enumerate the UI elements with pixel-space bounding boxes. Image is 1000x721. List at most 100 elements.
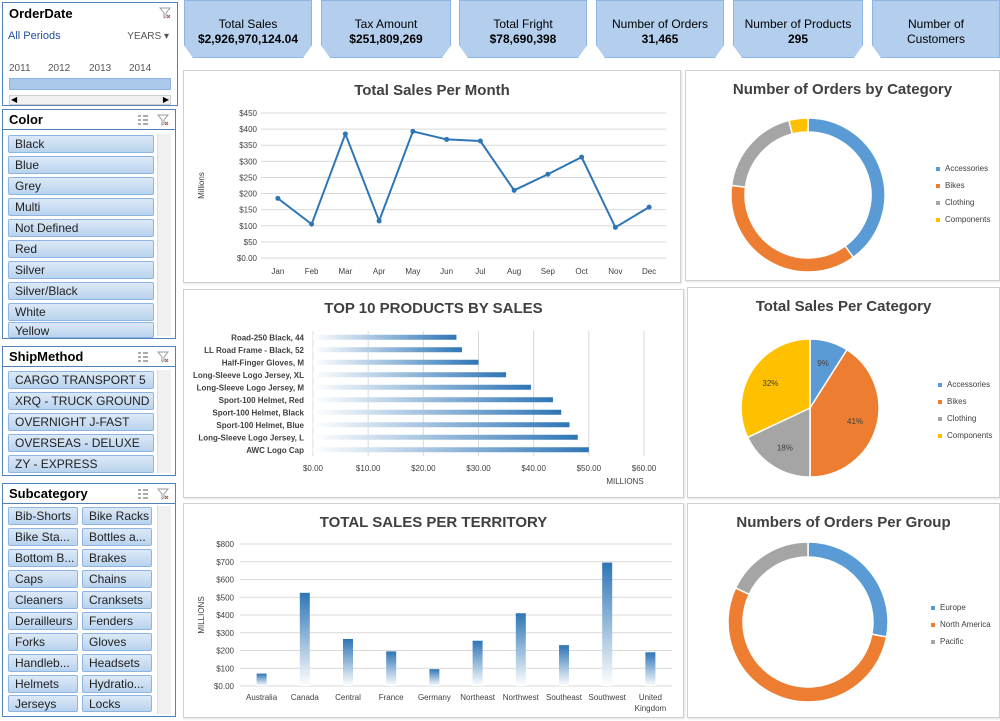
x-tick-label: Feb [305, 267, 319, 276]
subcategory-item[interactable]: Bottles a... [82, 528, 152, 546]
subcategory-item[interactable]: Bike Racks [82, 507, 152, 525]
color-item[interactable]: Blue [8, 156, 154, 174]
shipmethod-item[interactable]: CARGO TRANSPORT 5 [8, 371, 154, 389]
subcategory-item[interactable]: Headsets [82, 654, 152, 672]
time-unit-dropdown[interactable]: YEARS ▾ [127, 31, 169, 42]
multi-select-icon[interactable] [137, 114, 149, 126]
hbar-chart-svg: $0.00 $10.00 $20.00 $30.00 $40.00 $50.00 $60.0… [193, 331, 657, 486]
legend-swatch [936, 183, 940, 188]
data-label: 41% [847, 417, 863, 426]
subcategory-item[interactable]: Gloves [82, 633, 152, 651]
data-point [545, 171, 551, 177]
x-tick-label: Canada [291, 693, 320, 702]
y-tick-label: $150 [239, 206, 257, 215]
data-point [342, 131, 348, 137]
timeline-scrollbar[interactable]: ◀ ▶ [9, 95, 171, 105]
data-point [511, 187, 517, 193]
x-tick-label: Northwest [503, 693, 540, 702]
legend-entry: Bikes [938, 393, 992, 410]
shipmethod-item[interactable]: ZY - EXPRESS [8, 455, 154, 473]
donut-chart-svg [730, 117, 886, 273]
scroll-left-icon[interactable]: ◀ [11, 95, 18, 104]
multi-select-icon[interactable] [137, 488, 149, 500]
legend-entry: Pacific [931, 633, 991, 650]
color-item[interactable]: Grey [8, 177, 154, 195]
color-item[interactable]: Multi [8, 198, 154, 216]
y-tick-label: $300 [239, 157, 257, 166]
shipmethod-item[interactable]: OVERNIGHT J-FAST [8, 413, 154, 431]
y-tick-label: $600 [216, 576, 234, 585]
orderdate-slicer: OrderDate All Periods YEARS ▾ 2011 2012 … [2, 2, 178, 106]
pie-slice [730, 119, 794, 188]
shipmethod-item[interactable]: OVERSEAS - DELUXE [8, 434, 154, 452]
x-tick-label: $40.00 [521, 464, 546, 473]
subcategory-item[interactable]: Locks [82, 695, 152, 712]
subcategory-item[interactable]: Bottom B... [8, 549, 78, 567]
subcategory-item[interactable]: Handleb... [8, 654, 78, 672]
color-item[interactable]: Red [8, 240, 154, 258]
y-axis-title: Millions [197, 172, 206, 199]
y-tick-label: $300 [216, 629, 234, 638]
chart-title: Numbers of Orders Per Group [736, 514, 951, 531]
chart-title: TOTAL SALES PER TERRITORY [319, 514, 548, 531]
subcategory-slicer-title: Subcategory [9, 486, 88, 501]
year-label: 2014 [129, 63, 152, 74]
color-slicer-scrollbar[interactable] [157, 134, 171, 336]
x-tick-label: Kingdom [635, 704, 667, 713]
shipmethod-slicer-title: ShipMethod [9, 349, 84, 364]
bar [299, 592, 310, 686]
chart-title: TOP 10 PRODUCTS BY SALES [324, 300, 543, 317]
subcategory-item[interactable]: Chains [82, 570, 152, 588]
date-timeline-bar[interactable] [9, 78, 171, 90]
subcategory-item[interactable]: Cranksets [82, 591, 152, 609]
legend-label: Accessories [947, 380, 991, 389]
subcategory-item[interactable]: Caps [8, 570, 78, 588]
subcategory-item[interactable]: Brakes [82, 549, 152, 567]
subcategory-item[interactable]: Forks [8, 633, 78, 651]
subcategory-item[interactable]: Cleaners [8, 591, 78, 609]
color-item[interactable]: Silver [8, 261, 154, 279]
color-item[interactable]: Black [8, 135, 154, 153]
clear-filter-icon[interactable] [157, 351, 169, 363]
clear-filter-icon[interactable] [157, 114, 169, 126]
subcategory-item[interactable]: Fenders [82, 612, 152, 630]
scroll-right-icon[interactable]: ▶ [162, 95, 169, 104]
subcategory-item[interactable]: Bib-Shorts [8, 507, 78, 525]
clear-filter-icon[interactable] [159, 7, 171, 19]
subcategory-item[interactable]: Derailleurs [8, 612, 78, 630]
shipmethod-item[interactable]: XRQ - TRUCK GROUND [8, 392, 154, 410]
color-slicer: Color Black Blue Grey Multi Not Defined … [2, 109, 176, 339]
series-line [277, 130, 650, 229]
subcategory-item[interactable]: Helmets [8, 675, 78, 693]
color-item[interactable]: White [8, 303, 154, 321]
subcategory-item[interactable]: Hydratio... [82, 675, 152, 693]
multi-select-icon[interactable] [137, 351, 149, 363]
chart-title: Total Sales Per Month [354, 82, 510, 99]
bar [386, 651, 397, 686]
total-sales-per-territory-chart: TOTAL SALES PER TERRITORY $0.00 $100 $200 $… [183, 503, 684, 718]
color-item[interactable]: Yellow [8, 322, 154, 338]
x-tick-label: Dec [642, 267, 656, 276]
kpi-number-of-orders: Number of Orders 31,465 [596, 0, 724, 58]
y-tick-label: $200 [239, 190, 257, 199]
kpi-tax-amount: Tax Amount $251,809,269 [321, 0, 451, 58]
legend-swatch [938, 399, 942, 404]
subcategory-slicer-scrollbar[interactable] [157, 506, 171, 714]
data-point [444, 136, 450, 142]
shipmethod-slicer-scrollbar[interactable] [157, 370, 171, 473]
color-item[interactable]: Not Defined [8, 219, 154, 237]
subcategory-item[interactable]: Bike Sta... [8, 528, 78, 546]
subcategory-item[interactable]: Jerseys [8, 695, 78, 712]
subcategory-slicer-header: Subcategory [3, 484, 175, 504]
chart-legend: Accessories Bikes Clothing Components [936, 160, 990, 228]
color-item[interactable]: Silver/Black [8, 282, 154, 300]
kpi-label: Number of Products [744, 17, 852, 31]
bar [313, 334, 457, 340]
y-tick-label: $100 [216, 664, 234, 673]
x-tick-label: $0.00 [303, 464, 324, 473]
clear-filter-icon[interactable] [157, 488, 169, 500]
bar [313, 372, 507, 378]
pie-slice [807, 117, 886, 259]
top-10-products-chart: TOP 10 PRODUCTS BY SALES $0.00 $10.00 $20.… [183, 289, 684, 498]
bar [559, 645, 569, 686]
